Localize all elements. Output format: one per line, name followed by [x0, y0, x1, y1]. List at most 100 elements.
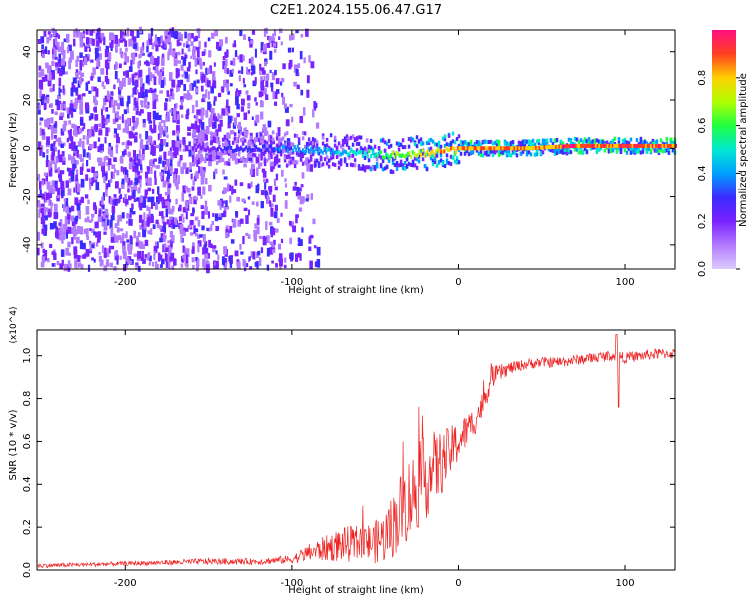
spectrogram-cell: [91, 257, 94, 261]
spectrogram-cell: [48, 34, 52, 41]
spectrogram-cell: [583, 147, 587, 152]
spectrogram-cell: [531, 143, 535, 148]
spectrogram-cell: [282, 96, 285, 105]
colorbar-tick-label: 0.6: [697, 118, 708, 134]
spectrogram-cell: [421, 157, 425, 162]
spectrogram-cell: [202, 133, 207, 140]
spectrogram-cell: [208, 50, 212, 58]
spectrogram-cell: [88, 143, 93, 149]
spectrogram-cell: [561, 141, 565, 146]
spectrogram-cell: [297, 242, 301, 246]
spectrogram-cell: [106, 114, 110, 122]
spectrogram-cell: [122, 128, 127, 133]
spectrogram-ridge-cell: [358, 150, 361, 155]
spectrogram-cell: [337, 165, 341, 170]
spectrogram-cell: [283, 132, 287, 137]
spectrogram-cell: [154, 99, 157, 104]
spectrogram-cell: [227, 149, 231, 154]
spectrogram-cell: [53, 123, 57, 128]
spectrogram-ridge-cell: [481, 146, 484, 151]
spectrogram-cell: [439, 144, 443, 149]
spectrogram-cell: [110, 262, 113, 268]
spectrogram-cell: [128, 131, 132, 137]
spectrogram-cell: [154, 170, 157, 179]
spectrogram-cell: [245, 67, 249, 73]
spectrogram-cell: [413, 156, 417, 161]
spectrogram-ridge-cell: [271, 148, 274, 153]
spectrogram-cell: [511, 140, 515, 145]
spectrogram-cell: [271, 37, 275, 43]
spectrogram-cell: [144, 189, 148, 195]
spectrogram-cell: [51, 60, 55, 67]
spectrogram-cell: [47, 79, 52, 87]
spectrogram-cell: [473, 142, 477, 147]
spectrogram-cell: [161, 200, 164, 204]
spectrogram-cell: [279, 264, 282, 270]
spectrogram-cell: [285, 119, 290, 127]
spectrogram-cell: [257, 250, 261, 256]
spectrogram-cell: [217, 154, 221, 162]
spectrogram-cell: [73, 101, 78, 110]
spectrogram-cell: [381, 159, 385, 164]
spectrogram-cell: [221, 142, 225, 147]
spectrogram-cell: [119, 86, 123, 90]
spectrogram-cell: [377, 146, 381, 151]
spectrogram-cell: [253, 153, 257, 158]
spectrogram-cell: [142, 200, 146, 208]
spectrogram-cell: [443, 137, 447, 142]
spectrogram-cell: [193, 176, 197, 182]
spectrogram-cell: [39, 127, 42, 136]
spectrogram-ridge-cell: [636, 143, 639, 148]
spectrogram-cell: [299, 154, 303, 159]
spectrogram-cell: [272, 33, 275, 39]
spectrogram-cell: [151, 42, 155, 50]
spectrogram-ridge-cell: [523, 146, 526, 151]
spectrogram-cell: [226, 105, 231, 114]
spectrogram-cell: [50, 117, 54, 124]
spectrogram-cell: [221, 157, 225, 162]
spectrogram-cell: [263, 75, 266, 81]
spectrogram-cell: [187, 204, 190, 211]
spectrogram-cell: [260, 190, 265, 196]
spectrogram-cell: [211, 156, 215, 161]
spectrogram-cell: [163, 138, 167, 146]
spectrogram-cell: [295, 215, 298, 224]
spectrogram-cell: [61, 236, 64, 244]
spectrogram-cell: [73, 152, 76, 156]
spectrogram-cell: [130, 59, 133, 66]
spectrogram-cell: [167, 34, 171, 43]
spectrogram-cell: [579, 150, 583, 155]
spectrogram-cell: [56, 101, 61, 111]
spectrogram-cell: [258, 235, 263, 240]
spectrogram-cell: [51, 180, 56, 188]
spectrogram-cell: [284, 257, 287, 263]
spectrogram-ridge-cell: [656, 143, 659, 148]
spectrogram-cell: [260, 79, 264, 89]
spectrogram-cell: [541, 138, 545, 143]
spectrogram-cell: [109, 178, 113, 183]
spectrogram-cell: [179, 105, 184, 110]
spectrogram-cell: [284, 106, 289, 113]
spectrogram-ridge-cell: [498, 146, 501, 151]
spectrogram-cell: [595, 138, 599, 143]
spectrogram-cell: [437, 160, 441, 165]
spectrogram-cell: [115, 254, 119, 261]
spectrogram-cell: [251, 201, 255, 205]
spectrogram-ridge-cell: [513, 146, 516, 151]
spectrogram-cell: [659, 138, 663, 143]
spectrogram-cell: [131, 210, 136, 215]
spectrogram-cell: [260, 67, 265, 72]
spectrogram-cell: [128, 260, 133, 264]
spectrogram-cell: [316, 259, 321, 268]
spectrogram-cell: [161, 211, 164, 219]
spectrogram-cell: [78, 127, 82, 134]
spectrogram-cell: [297, 137, 301, 142]
spectrogram-cell: [417, 159, 421, 164]
spectrogram-cell: [637, 147, 641, 152]
spectrogram-cell: [107, 158, 112, 166]
spectrogram-cell: [309, 234, 314, 239]
spectrogram-cell: [146, 104, 149, 109]
spectrogram-cell: [54, 146, 57, 152]
spectrogram-cell: [146, 40, 149, 47]
spectrogram-cell: [229, 130, 233, 135]
